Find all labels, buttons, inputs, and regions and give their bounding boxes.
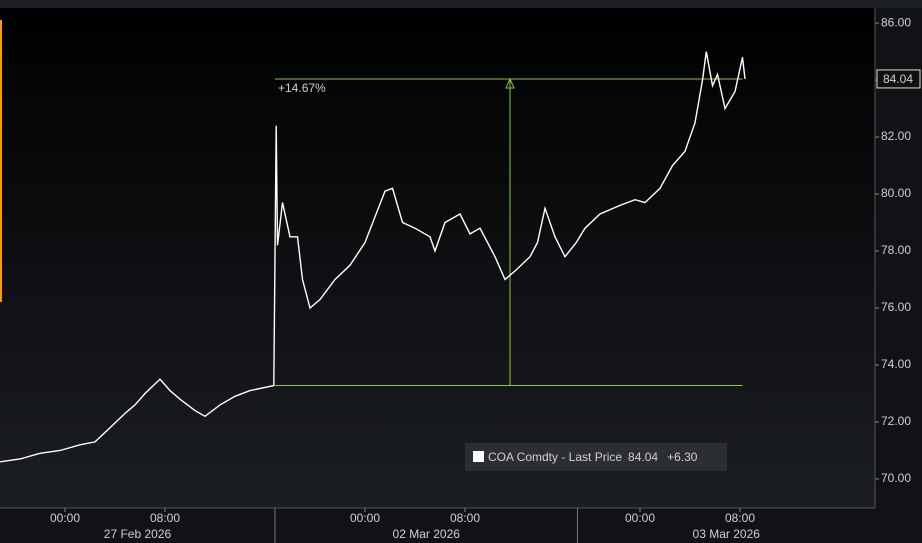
- legend-last: 84.04: [628, 450, 658, 464]
- y-tick-label: 78.00: [881, 243, 911, 257]
- x-tick-label: 08:00: [725, 511, 755, 525]
- plot-area: [0, 8, 875, 508]
- toolbar: [0, 0, 922, 8]
- x-tick-label: 08:00: [450, 511, 480, 525]
- legend-box: [465, 443, 727, 471]
- legend-text: COA Comdty - Last Price 84.04 +6.30: [488, 450, 698, 464]
- annotation-arrowhead: [505, 77, 515, 89]
- legend-swatch: [473, 451, 484, 462]
- legend-name: COA Comdty - Last Price: [488, 450, 622, 464]
- price-line: [0, 51, 746, 463]
- y-tick-label: 80.00: [881, 186, 911, 200]
- annotation-label: +14.67%: [278, 81, 326, 95]
- x-group-label: 02 Mar 2026: [393, 527, 461, 541]
- y-tick-label: 74.00: [881, 357, 911, 371]
- last-price-box: [876, 69, 921, 89]
- y-tick-label: 72.00: [881, 414, 911, 428]
- x-group-label: 03 Mar 2026: [693, 527, 761, 541]
- y-tick-label: 76.00: [881, 300, 911, 314]
- side-marker: [0, 20, 2, 302]
- y-tick-label: 86.00: [881, 15, 911, 29]
- legend-change: +6.30: [667, 450, 698, 464]
- x-group-label: 27 Feb 2026: [104, 527, 172, 541]
- x-tick-label: 00:00: [625, 511, 655, 525]
- x-tick-label: 00:00: [350, 511, 380, 525]
- last-price-label: 84.04: [883, 72, 913, 86]
- x-tick-label: 08:00: [150, 511, 180, 525]
- y-tick-label: 82.00: [881, 129, 911, 143]
- y-tick-label: 70.00: [881, 471, 911, 485]
- x-tick-label: 00:00: [50, 511, 80, 525]
